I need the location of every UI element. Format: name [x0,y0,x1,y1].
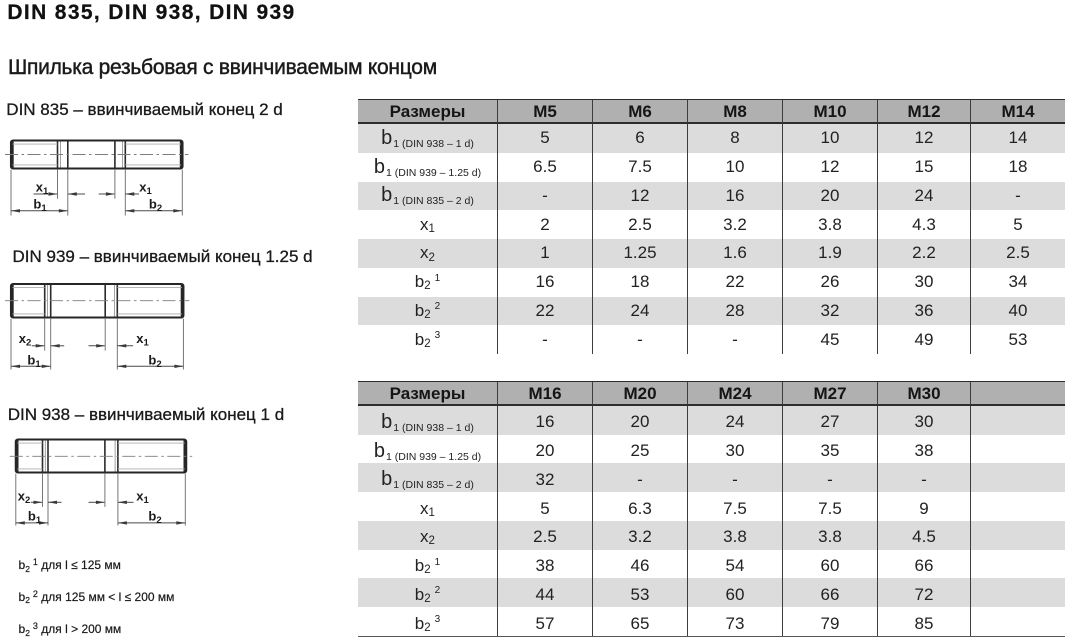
svg-text:b1: b1 [33,196,47,214]
svg-text:b2: b2 [148,508,161,526]
svg-text:x1: x1 [139,179,152,197]
svg-text:x1: x1 [36,179,49,197]
svg-text:x1: x1 [136,331,149,349]
svg-text:x2: x2 [19,331,32,349]
svg-text:b1: b1 [27,352,41,370]
svg-text:b1: b1 [28,508,42,526]
svg-text:b2: b2 [148,352,161,370]
svg-text:b2: b2 [149,196,162,214]
svg-text:x1: x1 [136,488,149,506]
svg-text:x2: x2 [18,488,31,506]
